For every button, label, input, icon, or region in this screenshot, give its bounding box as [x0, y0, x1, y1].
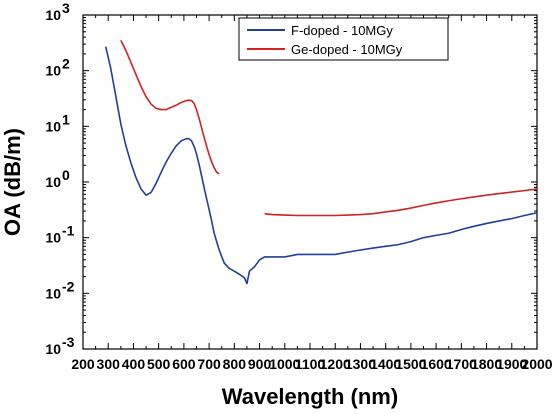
y-tick-exponent: 0: [62, 167, 70, 183]
legend-label-ge-doped: Ge-doped - 10MGy: [291, 42, 403, 57]
axis-ticks: [82, 14, 538, 350]
x-tick-label: 200: [71, 356, 95, 372]
y-tick-label: 10: [45, 230, 61, 246]
x-tick-label: 600: [172, 356, 196, 372]
legend-box: [238, 17, 449, 61]
y-tick-exponent: 2: [62, 56, 70, 72]
y-tick-exponent: -3: [62, 334, 75, 350]
y-tick-label: 10: [45, 285, 61, 301]
y-tick-exponent: -2: [62, 278, 75, 294]
x-tick-label: 900: [248, 356, 272, 372]
y-tick-label: 10: [45, 63, 61, 79]
y-tick-label: 10: [45, 341, 61, 357]
x-tick-label: 1300: [345, 356, 376, 372]
x-tick-label: 1000: [269, 356, 300, 372]
x-tick-labels: 200 300 400 500 600 700 800 9001000110012001300…: [71, 356, 552, 372]
legend: F-doped - 10MGy Ge-doped - 10MGy: [238, 17, 449, 61]
x-tick-label: 1200: [320, 356, 351, 372]
x-tick-label: 2000: [521, 356, 552, 372]
x-tick-label: 1800: [471, 356, 502, 372]
x-tick-label: 400: [122, 356, 146, 372]
x-tick-label: 800: [223, 356, 247, 372]
x-tick-label: 500: [147, 356, 171, 372]
x-tick-label: 300: [97, 356, 121, 372]
x-tick-label: 1500: [395, 356, 426, 372]
legend-label-f-doped: F-doped - 10MGy: [291, 23, 393, 38]
series-lines: [104, 40, 538, 285]
y-tick-label: 10: [45, 7, 61, 23]
x-tick-label: 1600: [421, 356, 452, 372]
x-tick-label: 1400: [370, 356, 401, 372]
x-tick-label: 1100: [295, 356, 326, 372]
series-line-0: [104, 46, 538, 285]
x-axis-title: Wavelength (nm): [222, 384, 398, 409]
y-axis-title: OA (dB/m): [0, 128, 25, 236]
series-line-1: [120, 40, 220, 175]
y-tick-exponent: 3: [62, 0, 70, 16]
x-tick-label: 1900: [496, 356, 527, 372]
plot-area: [82, 14, 538, 350]
x-tick-label: 1700: [446, 356, 477, 372]
y-tick-exponent: -1: [62, 223, 75, 239]
y-tick-label: 10: [45, 174, 61, 190]
x-tick-label: 700: [197, 356, 221, 372]
series-line-1: [264, 188, 538, 217]
y-tick-exponent: 1: [62, 111, 70, 127]
y-tick-label: 10: [45, 118, 61, 134]
